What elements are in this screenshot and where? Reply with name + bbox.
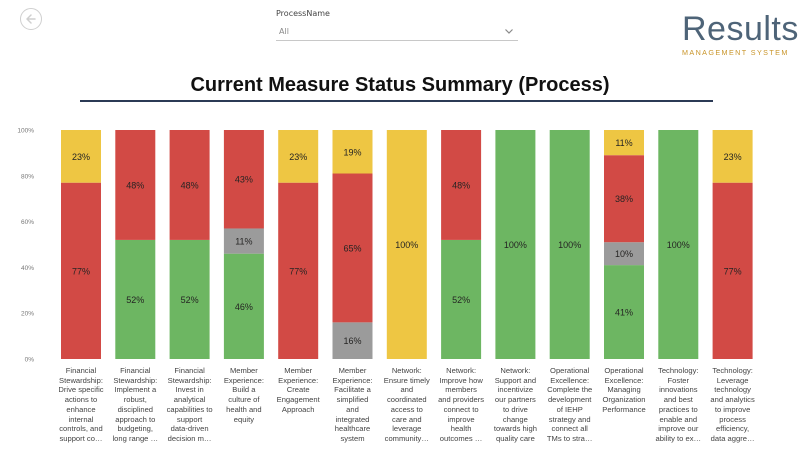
data-label: 52% <box>452 295 470 305</box>
bar-segment-yellow <box>712 130 753 183</box>
bar-segment-red <box>441 130 482 240</box>
data-label: 48% <box>181 180 199 190</box>
bar-segment-yellow <box>604 130 644 156</box>
bar-segment-red <box>169 130 210 240</box>
data-label: 77% <box>289 266 307 276</box>
data-label: 19% <box>343 147 361 157</box>
bar-segment-green <box>495 130 536 359</box>
data-label: 41% <box>615 308 633 318</box>
x-tick-label: Technology: Foster innovations and best … <box>655 366 702 443</box>
y-tick-label: 100% <box>17 128 34 135</box>
data-label: 48% <box>452 180 470 190</box>
data-label: 16% <box>343 336 361 346</box>
bar-segment-red <box>332 173 373 323</box>
bar-segment-gray <box>223 228 264 254</box>
data-label: 11% <box>615 138 632 148</box>
bar-segment-gray <box>604 242 644 266</box>
x-tick-label: Operational Excellence: Complete the dev… <box>546 366 593 443</box>
y-tick-label: 0% <box>25 357 35 364</box>
chart-title: Current Measure Status Summary (Process) <box>190 74 610 96</box>
x-tick-label: Financial Stewardship: Invest in analyti… <box>166 366 213 443</box>
data-label: 100% <box>667 240 690 250</box>
data-label: 77% <box>72 266 90 276</box>
bar-segment-green <box>223 253 264 359</box>
x-tick-label: Financial Stewardship: Drive specific ac… <box>58 366 104 443</box>
x-tick-label: Operational Excellence: Managing Organiz… <box>602 366 646 414</box>
back-button[interactable] <box>20 8 42 30</box>
stacked-bar-chart: 0% 20% 40% 60% 80% 100% 77% 23% 52% 48% 52% 48% 46% 1… <box>17 128 753 364</box>
x-tick-label: Network: Support and incentivize our par… <box>493 366 537 443</box>
bar-segment-red <box>61 182 101 359</box>
y-tick-label: 80% <box>21 173 34 180</box>
data-label: 10% <box>615 249 633 259</box>
data-label: 23% <box>72 152 90 162</box>
bar-segment-green <box>604 265 644 359</box>
results-logo: Results MANAGEMENT SYSTEM <box>682 12 800 57</box>
slicer-selected-value: All <box>279 27 289 36</box>
bar-segment-red <box>278 182 319 359</box>
y-tick-label: 20% <box>21 311 34 318</box>
bar-segment-green <box>441 239 482 359</box>
bar-segment-green <box>658 130 699 359</box>
data-label: 100% <box>558 240 581 250</box>
data-label: 43% <box>235 175 253 185</box>
bar-segment-yellow <box>386 130 427 359</box>
bar-segment-red <box>712 182 753 359</box>
x-tick-label: Financial Stewardship: Implement a robus… <box>112 366 159 443</box>
bar-segment-red <box>223 130 264 229</box>
process-name-slicer: ProcessName All <box>276 9 518 41</box>
bar-segment-green <box>169 239 210 359</box>
x-tick-label: Technology: Leverage technology and anal… <box>710 366 755 443</box>
data-label: 48% <box>126 180 144 190</box>
x-tick-label: Member Experience: Facilitate a simplifi… <box>332 366 373 443</box>
y-tick-label: 40% <box>21 265 34 272</box>
bar-segment-yellow <box>61 130 101 183</box>
y-tick-label: 60% <box>21 219 34 226</box>
process-name-dropdown[interactable]: All <box>276 23 518 41</box>
data-label: 11% <box>235 237 252 247</box>
bar-segment-green <box>549 130 590 359</box>
data-label: 46% <box>235 302 253 312</box>
back-arrow-icon <box>26 14 36 24</box>
slicer-label: ProcessName <box>276 9 330 18</box>
bar-segment-green <box>115 239 156 359</box>
data-label: 100% <box>395 240 418 250</box>
x-tick-label: Member Experience: Create Engagement App… <box>276 366 320 414</box>
data-label: 38% <box>615 194 633 204</box>
data-label: 23% <box>724 152 742 162</box>
bar-segment-red <box>115 130 156 240</box>
bar-segment-gray <box>332 322 373 359</box>
data-label: 23% <box>289 152 307 162</box>
bar-segment-yellow <box>332 130 373 174</box>
x-tick-label: Network: Ensure timely and coordinated a… <box>383 366 430 443</box>
data-label: 52% <box>181 295 199 305</box>
bar-segment-red <box>604 155 644 243</box>
chevron-down-icon <box>505 29 513 34</box>
data-label: 52% <box>126 295 144 305</box>
x-tick-label: Member Experience: Build a culture of he… <box>223 366 264 424</box>
data-label: 77% <box>724 266 742 276</box>
title-underline <box>80 100 713 102</box>
logo-subtitle: MANAGEMENT SYSTEM <box>682 48 789 57</box>
data-label: 65% <box>343 243 361 253</box>
logo-wordmark: Results <box>682 10 799 48</box>
data-label: 100% <box>504 240 527 250</box>
x-tick-label: Network: Improve how members and provide… <box>438 366 485 443</box>
bar-segment-yellow <box>278 130 319 183</box>
